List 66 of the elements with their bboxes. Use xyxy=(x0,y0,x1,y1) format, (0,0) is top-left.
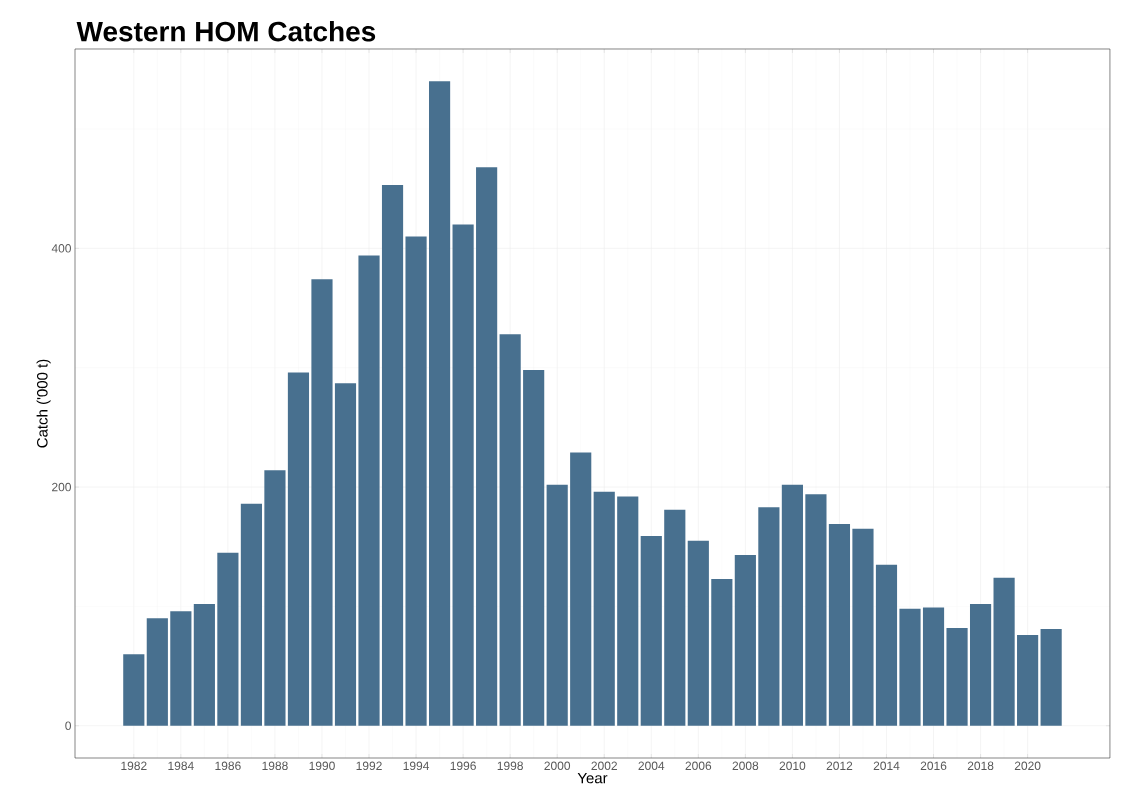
bar xyxy=(240,503,262,726)
x-tick-label: 1990 xyxy=(309,761,335,771)
bar xyxy=(946,627,968,726)
x-tick-label: 2000 xyxy=(544,761,571,771)
bar xyxy=(264,470,286,726)
x-tick-label: 2014 xyxy=(873,761,900,771)
y-tick-label: 400 xyxy=(51,244,71,253)
x-tick-label: 1984 xyxy=(168,761,194,771)
bar xyxy=(193,604,215,726)
bar xyxy=(570,452,592,726)
bar xyxy=(146,618,168,726)
bar xyxy=(381,185,404,726)
bar xyxy=(758,507,780,726)
bar xyxy=(617,496,639,726)
bar xyxy=(334,383,357,726)
bar xyxy=(711,578,733,726)
x-tick-label: 1996 xyxy=(450,761,476,771)
x-tick-label: 2004 xyxy=(638,761,665,771)
bar xyxy=(358,255,380,726)
bar xyxy=(287,372,310,726)
chart-title: Western HOM Catches xyxy=(76,20,376,42)
x-tick-label: 2020 xyxy=(1014,761,1041,771)
x-tick-label: 2012 xyxy=(826,761,853,771)
y-tick-label: 200 xyxy=(52,482,71,492)
x-tick-label: 2010 xyxy=(779,761,806,771)
x-tick-label: 1988 xyxy=(262,761,288,771)
bar xyxy=(429,81,451,726)
bar xyxy=(640,535,662,726)
bar xyxy=(1017,635,1039,726)
bar xyxy=(499,334,521,726)
x-tick-label: 2016 xyxy=(920,761,947,771)
bar xyxy=(687,540,709,726)
x-tick-label: 2006 xyxy=(685,761,712,771)
bar xyxy=(476,167,498,726)
x-tick-label: 2002 xyxy=(591,761,617,771)
x-tick-label: 1992 xyxy=(356,761,382,771)
y-tick-label: 0 xyxy=(65,721,72,731)
x-tick-label: 1998 xyxy=(497,761,523,771)
x-axis-title: Year xyxy=(577,772,608,784)
bar xyxy=(781,484,803,726)
bar xyxy=(546,484,568,726)
bar xyxy=(852,528,874,726)
bar xyxy=(664,509,686,726)
x-tick-label: 1986 xyxy=(215,761,241,771)
x-tick-label: 1982 xyxy=(121,761,147,771)
x-tick-label: 2008 xyxy=(732,761,759,771)
bar xyxy=(805,494,827,726)
bar xyxy=(593,491,615,726)
bar xyxy=(452,224,474,726)
x-tick-label: 1994 xyxy=(403,761,430,771)
bar xyxy=(523,370,545,726)
bar xyxy=(993,577,1015,726)
x-tick-label: 2018 xyxy=(967,761,994,771)
bar xyxy=(217,552,239,726)
bar xyxy=(405,236,427,726)
bar xyxy=(1040,629,1062,726)
bar xyxy=(899,608,921,726)
bar xyxy=(922,607,945,726)
y-axis-title: Catch ('000 t) xyxy=(36,359,51,448)
bar xyxy=(828,524,851,726)
bar xyxy=(969,604,992,726)
bar xyxy=(123,654,145,726)
bar xyxy=(311,279,333,726)
bar xyxy=(734,555,756,726)
bar xyxy=(170,611,192,726)
bar xyxy=(875,564,898,726)
